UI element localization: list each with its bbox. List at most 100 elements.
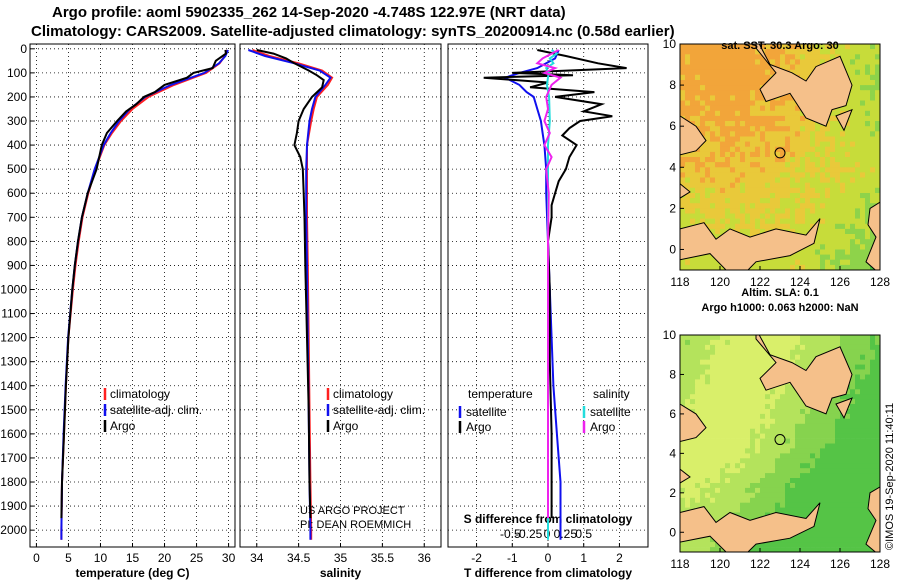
sla_map-cell bbox=[695, 487, 701, 494]
sla_map-cell bbox=[875, 433, 880, 439]
sst_map-cell bbox=[855, 213, 861, 219]
sla_map-cell bbox=[765, 473, 771, 479]
sst_map-cell bbox=[765, 177, 771, 183]
sst_map-cell bbox=[730, 85, 736, 91]
sst_map-cell bbox=[860, 131, 866, 137]
sla_map-cell bbox=[735, 339, 741, 346]
sla_map-cell bbox=[875, 463, 880, 469]
sst_map-cell bbox=[775, 44, 781, 50]
sst_map-cell bbox=[760, 162, 766, 168]
sst_map-cell bbox=[805, 126, 811, 132]
sla_map-cell bbox=[840, 335, 846, 341]
sla_map-cell bbox=[820, 428, 826, 434]
sst_map-cell bbox=[755, 213, 761, 219]
sst_map-cell bbox=[745, 198, 751, 204]
sst_map-cell bbox=[810, 187, 816, 194]
sst_map-cell bbox=[810, 177, 816, 183]
sla_map-cell bbox=[825, 517, 831, 523]
sla_map-cell bbox=[710, 349, 716, 356]
sla_map-cell bbox=[765, 359, 771, 365]
sst_map-cell bbox=[840, 244, 846, 250]
sla_map-cell bbox=[750, 369, 756, 375]
salinity-xtick-label: 35 bbox=[334, 551, 348, 565]
sst_map-cell bbox=[720, 90, 726, 96]
sla_map-cell bbox=[830, 512, 836, 518]
sst_map-cell bbox=[740, 162, 746, 168]
sla_map-cell bbox=[755, 483, 761, 489]
sst_map-cell bbox=[690, 172, 696, 178]
sla_map-cell bbox=[825, 413, 831, 420]
sla_map-cell bbox=[690, 448, 696, 454]
sla_map-cell bbox=[865, 369, 871, 375]
sla_map-cell bbox=[775, 389, 781, 395]
sla_map-cell bbox=[680, 487, 686, 494]
sst_map-cell bbox=[760, 213, 766, 219]
sla_map-cell bbox=[865, 389, 871, 395]
sla_map-cell bbox=[875, 374, 880, 380]
sst_map-cell bbox=[785, 187, 791, 194]
sla_map-cell bbox=[710, 468, 716, 474]
sla_map-cell bbox=[690, 443, 696, 449]
sst_map-xtick-label: 126 bbox=[830, 275, 850, 289]
sst_map-cell bbox=[685, 264, 691, 270]
sst_map-cell bbox=[825, 218, 831, 225]
sla_map-cell bbox=[795, 409, 801, 415]
sst_map-cell bbox=[845, 44, 851, 50]
sst_map-cell bbox=[725, 80, 731, 86]
sla_map-cell bbox=[730, 354, 736, 360]
sst_map-cell bbox=[750, 157, 756, 163]
sst_map-cell bbox=[855, 218, 861, 225]
sla_map-cell bbox=[830, 502, 836, 508]
sla_map-cell bbox=[755, 418, 761, 425]
sst_map-cell bbox=[735, 167, 741, 173]
sst_map-cell bbox=[860, 146, 866, 153]
sst_map-cell bbox=[800, 177, 806, 183]
sst_map-cell bbox=[690, 162, 696, 168]
sst_map-cell bbox=[865, 105, 871, 112]
sla_map-cell bbox=[860, 344, 866, 351]
sla_map-cell bbox=[840, 458, 846, 464]
depth-tick-label: 200 bbox=[7, 90, 27, 104]
sst_map-cell bbox=[740, 228, 746, 235]
sst_map-cell bbox=[860, 105, 866, 112]
sst_map-cell bbox=[810, 203, 816, 209]
sla_map-cell bbox=[875, 394, 880, 400]
sst_map-cell bbox=[850, 110, 856, 117]
sla_map-cell bbox=[755, 497, 761, 504]
sst_map-cell bbox=[770, 105, 776, 112]
sla_map-cell bbox=[690, 335, 696, 341]
sla_map-cell bbox=[695, 384, 701, 390]
sst_map-cell bbox=[860, 162, 866, 168]
sst_map-cell bbox=[690, 167, 696, 173]
sst_map-cell bbox=[850, 105, 856, 112]
sst_map-cell bbox=[855, 182, 861, 189]
sla_map-cell bbox=[685, 404, 691, 410]
sla_map-cell bbox=[715, 478, 721, 484]
sst_map-cell bbox=[795, 213, 801, 219]
sla_map-cell bbox=[730, 458, 736, 464]
sst_map-cell bbox=[735, 182, 741, 189]
sst_map-cell bbox=[805, 249, 811, 255]
sla_map-cell bbox=[695, 374, 701, 380]
sst_map-cell bbox=[690, 213, 696, 219]
sst_map-cell bbox=[680, 208, 686, 214]
sla_map-cell bbox=[735, 409, 741, 415]
sla_map-cell bbox=[705, 418, 711, 425]
sla_map-cell bbox=[745, 473, 751, 479]
sst_map-cell bbox=[715, 110, 721, 117]
sla_map-cell bbox=[680, 349, 686, 356]
sla_map-cell bbox=[695, 458, 701, 464]
sla_map-cell bbox=[860, 532, 866, 538]
sst_map-cell bbox=[810, 146, 816, 153]
sla_map-cell bbox=[715, 517, 721, 523]
sst_map-cell bbox=[820, 254, 826, 261]
sst_map-cell bbox=[805, 74, 811, 81]
sst_map-cell bbox=[810, 167, 816, 173]
sla_map-cell bbox=[785, 413, 791, 420]
sst_map-cell bbox=[730, 177, 736, 183]
sla_map-cell bbox=[825, 428, 831, 434]
sla_map-cell bbox=[815, 443, 821, 449]
sst_map-cell bbox=[705, 193, 711, 199]
sst_map-cell bbox=[855, 228, 861, 235]
sst_map-cell bbox=[690, 49, 696, 55]
